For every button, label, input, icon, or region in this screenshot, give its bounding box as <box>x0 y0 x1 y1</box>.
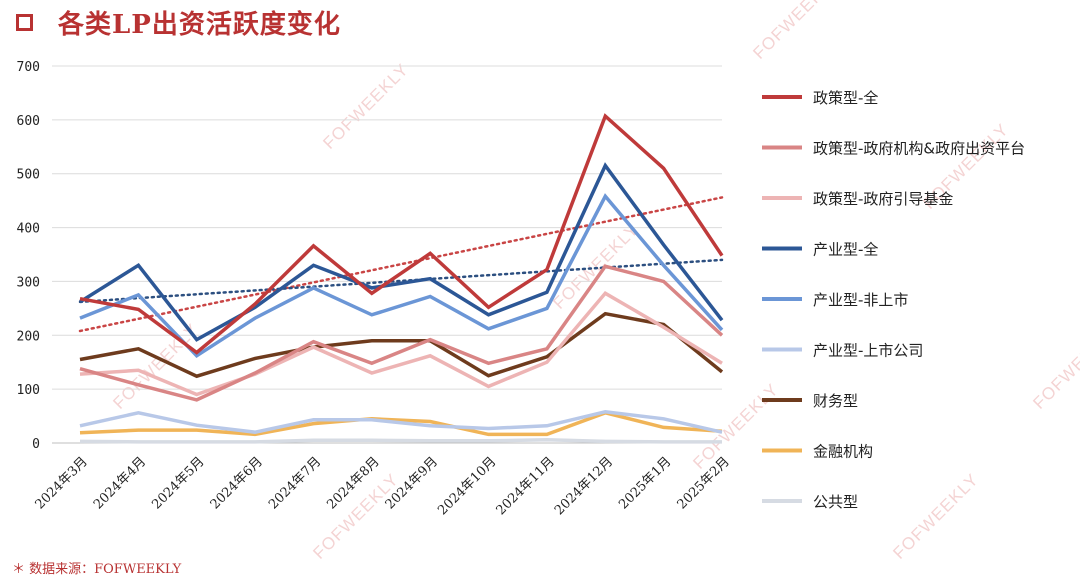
legend-label: 政策型-政府引导基金 <box>813 190 953 208</box>
legend-label: 公共型 <box>813 493 858 511</box>
trendline <box>78 196 724 333</box>
y-tick-label: 700 <box>17 60 40 75</box>
series-line <box>79 410 723 434</box>
series-lines <box>79 113 724 444</box>
title-square-icon <box>16 14 33 31</box>
series-line <box>79 311 724 379</box>
x-tick-label: 2024年4月 <box>91 454 149 512</box>
watermark-text: FOFWEEKLY <box>549 220 642 313</box>
legend-label: 产业型-非上市 <box>813 291 908 309</box>
legend-label: 财务型 <box>813 392 858 410</box>
y-tick-label: 400 <box>17 222 40 237</box>
series-line <box>79 410 723 437</box>
trendline <box>78 258 724 304</box>
chart-title: 各类LP出资活跃度变化 <box>58 10 341 40</box>
gridlines <box>52 65 722 444</box>
series-line <box>79 162 724 342</box>
y-tick-label: 600 <box>17 114 40 129</box>
x-tick-label: 2024年6月 <box>208 454 266 512</box>
x-tick-label: 2024年12月 <box>552 454 616 518</box>
trendlines <box>78 196 724 333</box>
y-tick-label: 100 <box>17 383 40 398</box>
series-line <box>79 113 724 355</box>
series-line <box>79 291 723 397</box>
source-note: ＊ 数据来源：FOFWEEKLY <box>12 562 182 577</box>
watermark-text: FOFWEEKLY <box>889 470 982 563</box>
y-axis-tick-labels: 0 100 200 300 400 500 600 700 <box>17 60 40 452</box>
x-tick-label: 2024年11月 <box>494 454 558 518</box>
legend-label: 产业型-全 <box>813 241 878 259</box>
x-tick-label: 2024年5月 <box>149 454 207 512</box>
legend-label: 金融机构 <box>813 443 873 461</box>
x-tick-label: 2024年10月 <box>435 454 499 518</box>
legend-label: 政策型-政府机构&政府出资平台 <box>813 140 1025 158</box>
x-tick-label: 2024年7月 <box>266 454 324 512</box>
x-tick-label: 2025年1月 <box>616 454 674 512</box>
legend-label: 政策型-全 <box>813 89 878 107</box>
watermark-text: FOFWEEKLY <box>749 0 842 63</box>
series-line <box>79 438 722 444</box>
y-tick-label: 200 <box>17 329 40 344</box>
y-tick-label: 300 <box>17 275 40 290</box>
x-tick-label: 2024年3月 <box>33 454 91 512</box>
watermark-text: FOFWEEKLY <box>319 60 412 153</box>
watermark-text: FOFWEEKLY <box>1029 320 1080 413</box>
legend-label: 产业型-上市公司 <box>813 342 923 360</box>
y-tick-label: 500 <box>17 168 40 183</box>
y-tick-label: 0 <box>32 437 40 452</box>
legend: 政策型-全政策型-政府机构&政府出资平台政策型-政府引导基金产业型-全产业型-非… <box>762 89 1025 511</box>
series-line <box>79 264 724 402</box>
